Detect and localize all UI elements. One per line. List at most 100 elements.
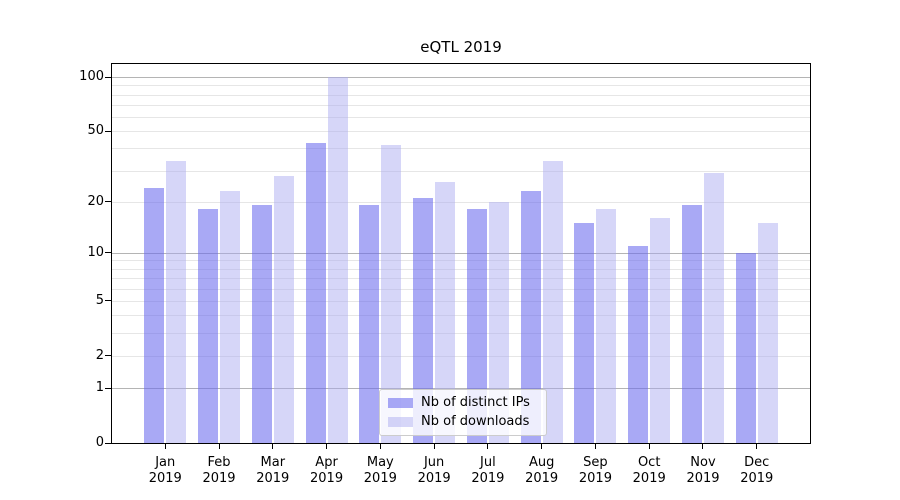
bar-distinct-ips-jan xyxy=(144,187,165,443)
bar-distinct-ips-feb xyxy=(198,209,218,443)
x-tick-label: May 2019 xyxy=(348,455,412,487)
bar-downloads-aug xyxy=(542,161,563,443)
y-tick-label: 50 xyxy=(87,123,104,139)
x-tick-month: May xyxy=(366,455,394,470)
x-tick-label: Feb 2019 xyxy=(187,455,251,487)
minor-gridline xyxy=(112,268,810,270)
y-tick-mark xyxy=(105,130,111,132)
minor-gridline xyxy=(112,260,810,262)
bar-distinct-ips-may xyxy=(359,205,380,443)
x-tick-label: Mar 2019 xyxy=(241,455,305,487)
x-tick-year: 2019 xyxy=(740,471,774,486)
x-tick-mark xyxy=(433,444,435,449)
bar-distinct-ips-jul xyxy=(466,209,487,443)
y-tick-label: 2 xyxy=(95,347,104,363)
x-tick-year: 2019 xyxy=(686,471,720,486)
x-tick-month: Jan xyxy=(155,455,176,470)
x-tick-label: Dec 2019 xyxy=(725,455,789,487)
bar-distinct-ips-jun xyxy=(413,197,434,443)
legend-label: Nb of distinct IPs xyxy=(421,395,530,410)
x-tick-year: 2019 xyxy=(310,471,344,486)
major-gridline xyxy=(112,77,810,78)
y-tick-label: 20 xyxy=(87,193,104,209)
bar-distinct-ips-sep xyxy=(574,223,595,443)
y-tick-mark xyxy=(105,300,111,302)
minor-gridline xyxy=(112,170,810,172)
bar-distinct-ips-oct xyxy=(628,245,649,443)
bar-distinct-ips-aug xyxy=(520,190,541,443)
bar-downloads-mar xyxy=(273,175,294,443)
minor-gridline xyxy=(112,94,810,96)
minor-gridline xyxy=(112,315,810,317)
x-tick-month: Aug xyxy=(528,455,555,470)
major-gridline xyxy=(112,388,810,390)
x-tick-year: 2019 xyxy=(417,471,451,486)
plot-area xyxy=(111,63,811,444)
bar-distinct-ips-apr xyxy=(305,142,326,443)
x-tick-label: Jun 2019 xyxy=(402,455,466,487)
x-tick-month: Feb xyxy=(207,455,231,470)
x-tick-label: Jul 2019 xyxy=(456,455,520,487)
x-tick-mark xyxy=(326,444,328,449)
x-tick-mark xyxy=(702,444,704,449)
x-tick-mark xyxy=(487,444,489,449)
x-tick-mark xyxy=(272,444,274,449)
minor-gridline xyxy=(112,288,810,290)
bar-downloads-jul xyxy=(488,201,509,443)
x-tick-month: Jul xyxy=(480,455,496,470)
x-tick-mark xyxy=(756,444,758,449)
minor-gridline xyxy=(112,131,810,133)
x-tick-mark xyxy=(379,444,381,449)
x-tick-year: 2019 xyxy=(148,471,182,486)
major-gridline xyxy=(112,252,810,254)
x-tick-month: Oct xyxy=(637,455,661,470)
bar-downloads-dec xyxy=(757,223,778,443)
x-tick-mark xyxy=(218,444,220,449)
minor-gridline xyxy=(112,300,810,302)
minor-gridline xyxy=(112,333,810,335)
x-tick-year: 2019 xyxy=(202,471,236,486)
legend-item: Nb of distinct IPs xyxy=(388,395,538,411)
legend-label: Nb of downloads xyxy=(421,414,530,429)
legend-item: Nb of downloads xyxy=(388,414,538,430)
x-tick-month: Dec xyxy=(744,455,770,470)
legend-swatch-downloads-icon xyxy=(388,417,413,427)
y-tick-label: 0 xyxy=(95,435,104,450)
y-tick-label: 5 xyxy=(95,292,104,308)
minor-gridline xyxy=(112,355,810,357)
bar-distinct-ips-dec xyxy=(735,252,756,443)
bar-downloads-sep xyxy=(596,209,617,443)
bar-downloads-jan xyxy=(166,161,187,443)
bar-downloads-may xyxy=(381,144,402,443)
y-tick-mark xyxy=(105,442,111,444)
bar-downloads-feb xyxy=(220,190,240,443)
minor-gridline xyxy=(112,148,810,150)
y-tick-mark xyxy=(105,355,111,357)
x-tick-year: 2019 xyxy=(578,471,612,486)
x-tick-month: Nov xyxy=(690,455,716,470)
x-tick-mark xyxy=(164,444,166,449)
y-tick-mark xyxy=(105,387,111,389)
x-tick-mark xyxy=(648,444,650,449)
bar-downloads-oct xyxy=(650,218,671,443)
y-tick-mark xyxy=(105,76,111,78)
bar-downloads-nov xyxy=(703,173,724,443)
x-tick-year: 2019 xyxy=(471,471,505,486)
minor-gridline xyxy=(112,104,810,106)
x-tick-label: Jan 2019 xyxy=(133,455,197,487)
x-tick-month: Jun xyxy=(423,455,445,470)
x-tick-year: 2019 xyxy=(632,471,666,486)
x-tick-mark xyxy=(594,444,596,449)
y-tick-mark xyxy=(105,201,111,203)
x-tick-year: 2019 xyxy=(525,471,559,486)
y-tick-label: 100 xyxy=(79,69,104,84)
x-tick-label: Aug 2019 xyxy=(510,455,574,487)
x-tick-label: Oct 2019 xyxy=(617,455,681,487)
y-tick-mark xyxy=(105,252,111,254)
x-tick-label: Nov 2019 xyxy=(671,455,735,487)
x-tick-label: Apr 2019 xyxy=(295,455,359,487)
minor-gridline xyxy=(112,85,810,87)
x-tick-mark xyxy=(541,444,543,449)
y-tick-label: 1 xyxy=(95,380,104,396)
